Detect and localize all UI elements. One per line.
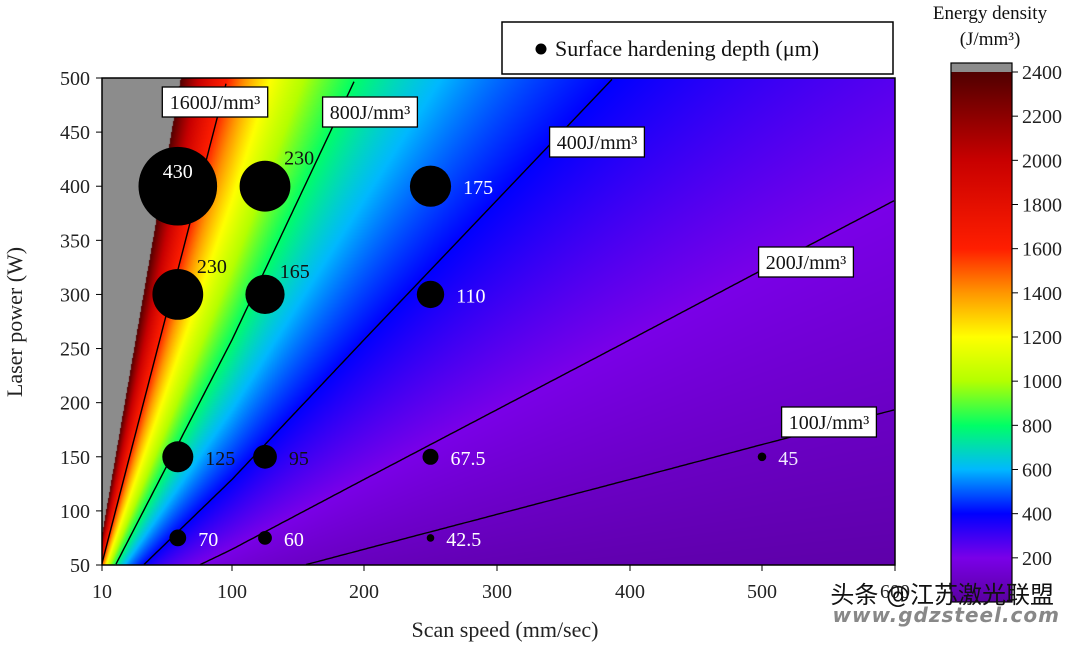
colorbar-tick-label-11: 2400 <box>1022 62 1062 84</box>
x-tick-label-0: 10 <box>92 581 112 603</box>
y-tick-label-9: 500 <box>60 68 90 90</box>
y-tick-label-8: 450 <box>60 122 90 144</box>
data-point-label-4: 165 <box>280 261 310 283</box>
data-point-10 <box>169 529 187 547</box>
data-point-0 <box>138 146 218 226</box>
data-point-label-10: 70 <box>198 529 218 551</box>
colorbar-frame <box>950 62 1013 603</box>
data-point-label-12: 42.5 <box>446 529 481 551</box>
y-tick-label-4: 250 <box>60 339 90 361</box>
data-point-label-5: 110 <box>456 285 485 307</box>
contour-label-800: 800J/mm³ <box>330 102 410 124</box>
data-point-11 <box>258 531 272 545</box>
data-point-12 <box>426 534 435 542</box>
colorbar-tick-label-7: 1600 <box>1022 239 1062 261</box>
data-point-9 <box>757 452 767 462</box>
colorbar-tick-label-8: 1800 <box>1022 195 1062 217</box>
y-axis: 50 100 150 200 250 300 350 400 450 500 <box>60 68 102 577</box>
legend-marker <box>535 43 547 55</box>
data-point-label-0: 430 <box>163 161 193 183</box>
y-tick-label-6: 350 <box>60 230 90 252</box>
colorbar-tick-label-10: 2200 <box>1022 106 1062 128</box>
x-axis-title: Scan speed (mm/sec) <box>412 617 599 642</box>
contour-label-box-200 <box>757 246 855 278</box>
x-tick-label-4: 400 <box>615 581 645 603</box>
data-point-label-8: 67.5 <box>451 448 486 470</box>
colorbar-tick-label-3: 800 <box>1022 415 1052 437</box>
watermark: 头条 @江苏激光联盟 www.gdzsteel.com <box>792 575 1062 627</box>
colorbar-scale <box>951 72 1012 602</box>
x-tick-label-5: 500 <box>747 581 777 603</box>
watermark-handle: 头条 @江苏激光联盟 <box>830 581 1054 609</box>
y-axis-title: Laser power (W) <box>2 247 27 397</box>
y-tick-label-2: 150 <box>60 447 90 469</box>
colorbar-ticks: 200 400 600 800 1000 1200 1400 1600 1800 2000 2200… <box>1012 62 1062 570</box>
contour-label-100: 100J/mm³ <box>789 412 869 434</box>
colorbar-over-cap <box>951 63 1012 72</box>
colorbar-tick-label-6: 1400 <box>1022 283 1062 305</box>
colorbar: Energy density (J/mm³) 200 400 600 800 1000 1… <box>933 3 1062 603</box>
contour-label-200: 200J/mm³ <box>766 252 846 274</box>
y-tick-label-5: 300 <box>60 284 90 306</box>
data-point-7 <box>253 444 277 469</box>
data-point-6 <box>162 441 194 473</box>
data-point-label-3: 230 <box>197 256 227 278</box>
data-points: 430 230 175 230 165 110 125 95 67.5 45 70 60 42.5 <box>138 146 798 551</box>
data-point-label-1: 230 <box>284 148 314 170</box>
energy-density-heatmap <box>102 78 895 565</box>
contour-label-1600: 1600J/mm³ <box>170 92 260 114</box>
x-tick-label-6: 600 <box>880 581 910 603</box>
plot-frame <box>101 77 896 566</box>
data-point-4 <box>245 274 285 314</box>
contour-line-400 <box>143 78 613 565</box>
contour-label-box-100 <box>780 406 878 438</box>
colorbar-tick-label-1: 400 <box>1022 504 1052 526</box>
legend: Surface hardening depth (μm) <box>501 21 894 75</box>
contour-label-400: 400J/mm³ <box>557 132 637 154</box>
x-axis: 10 100 200 300 400 500 600 <box>92 565 910 603</box>
colorbar-tick-label-0: 200 <box>1022 548 1052 570</box>
colorbar-tick-label-9: 2000 <box>1022 150 1062 172</box>
legend-box <box>501 21 894 75</box>
contour-labels: 1600J/mm³ 800J/mm³ 400J/mm³ 200J/mm³ 100J/mm… <box>161 86 878 438</box>
colorbar-title-line2: (J/mm³) <box>960 29 1021 50</box>
data-point-label-9: 45 <box>778 448 798 470</box>
data-point-2 <box>409 165 452 207</box>
x-tick-label-3: 300 <box>482 581 512 603</box>
colorbar-title-line1: Energy density <box>933 3 1048 24</box>
y-tick-label-0: 50 <box>70 555 90 577</box>
contour-label-box-800 <box>321 96 419 128</box>
data-point-5 <box>416 280 445 309</box>
data-point-label-6: 125 <box>205 448 235 470</box>
data-point-label-2: 175 <box>463 177 493 199</box>
colorbar-tick-label-4: 1000 <box>1022 371 1062 393</box>
colorbar-tick-label-2: 600 <box>1022 460 1052 482</box>
data-point-label-7: 95 <box>289 448 309 470</box>
contour-line-800 <box>115 81 355 565</box>
y-tick-label-3: 200 <box>60 393 90 415</box>
x-tick-label-1: 100 <box>217 581 247 603</box>
plot-area <box>102 78 895 565</box>
data-point-1 <box>239 160 291 212</box>
contour-label-box-1600 <box>161 86 269 118</box>
x-tick-label-2: 200 <box>349 581 379 603</box>
legend-label: Surface hardening depth (μm) <box>555 36 819 61</box>
watermark-url: www.gdzsteel.com <box>832 603 1060 627</box>
data-point-3 <box>152 269 204 320</box>
y-tick-label-1: 100 <box>60 501 90 523</box>
data-point-8 <box>422 448 439 465</box>
colorbar-tick-label-5: 1200 <box>1022 327 1062 349</box>
data-point-label-11: 60 <box>284 529 304 551</box>
y-tick-label-7: 400 <box>60 176 90 198</box>
contour-label-box-400 <box>548 126 646 158</box>
